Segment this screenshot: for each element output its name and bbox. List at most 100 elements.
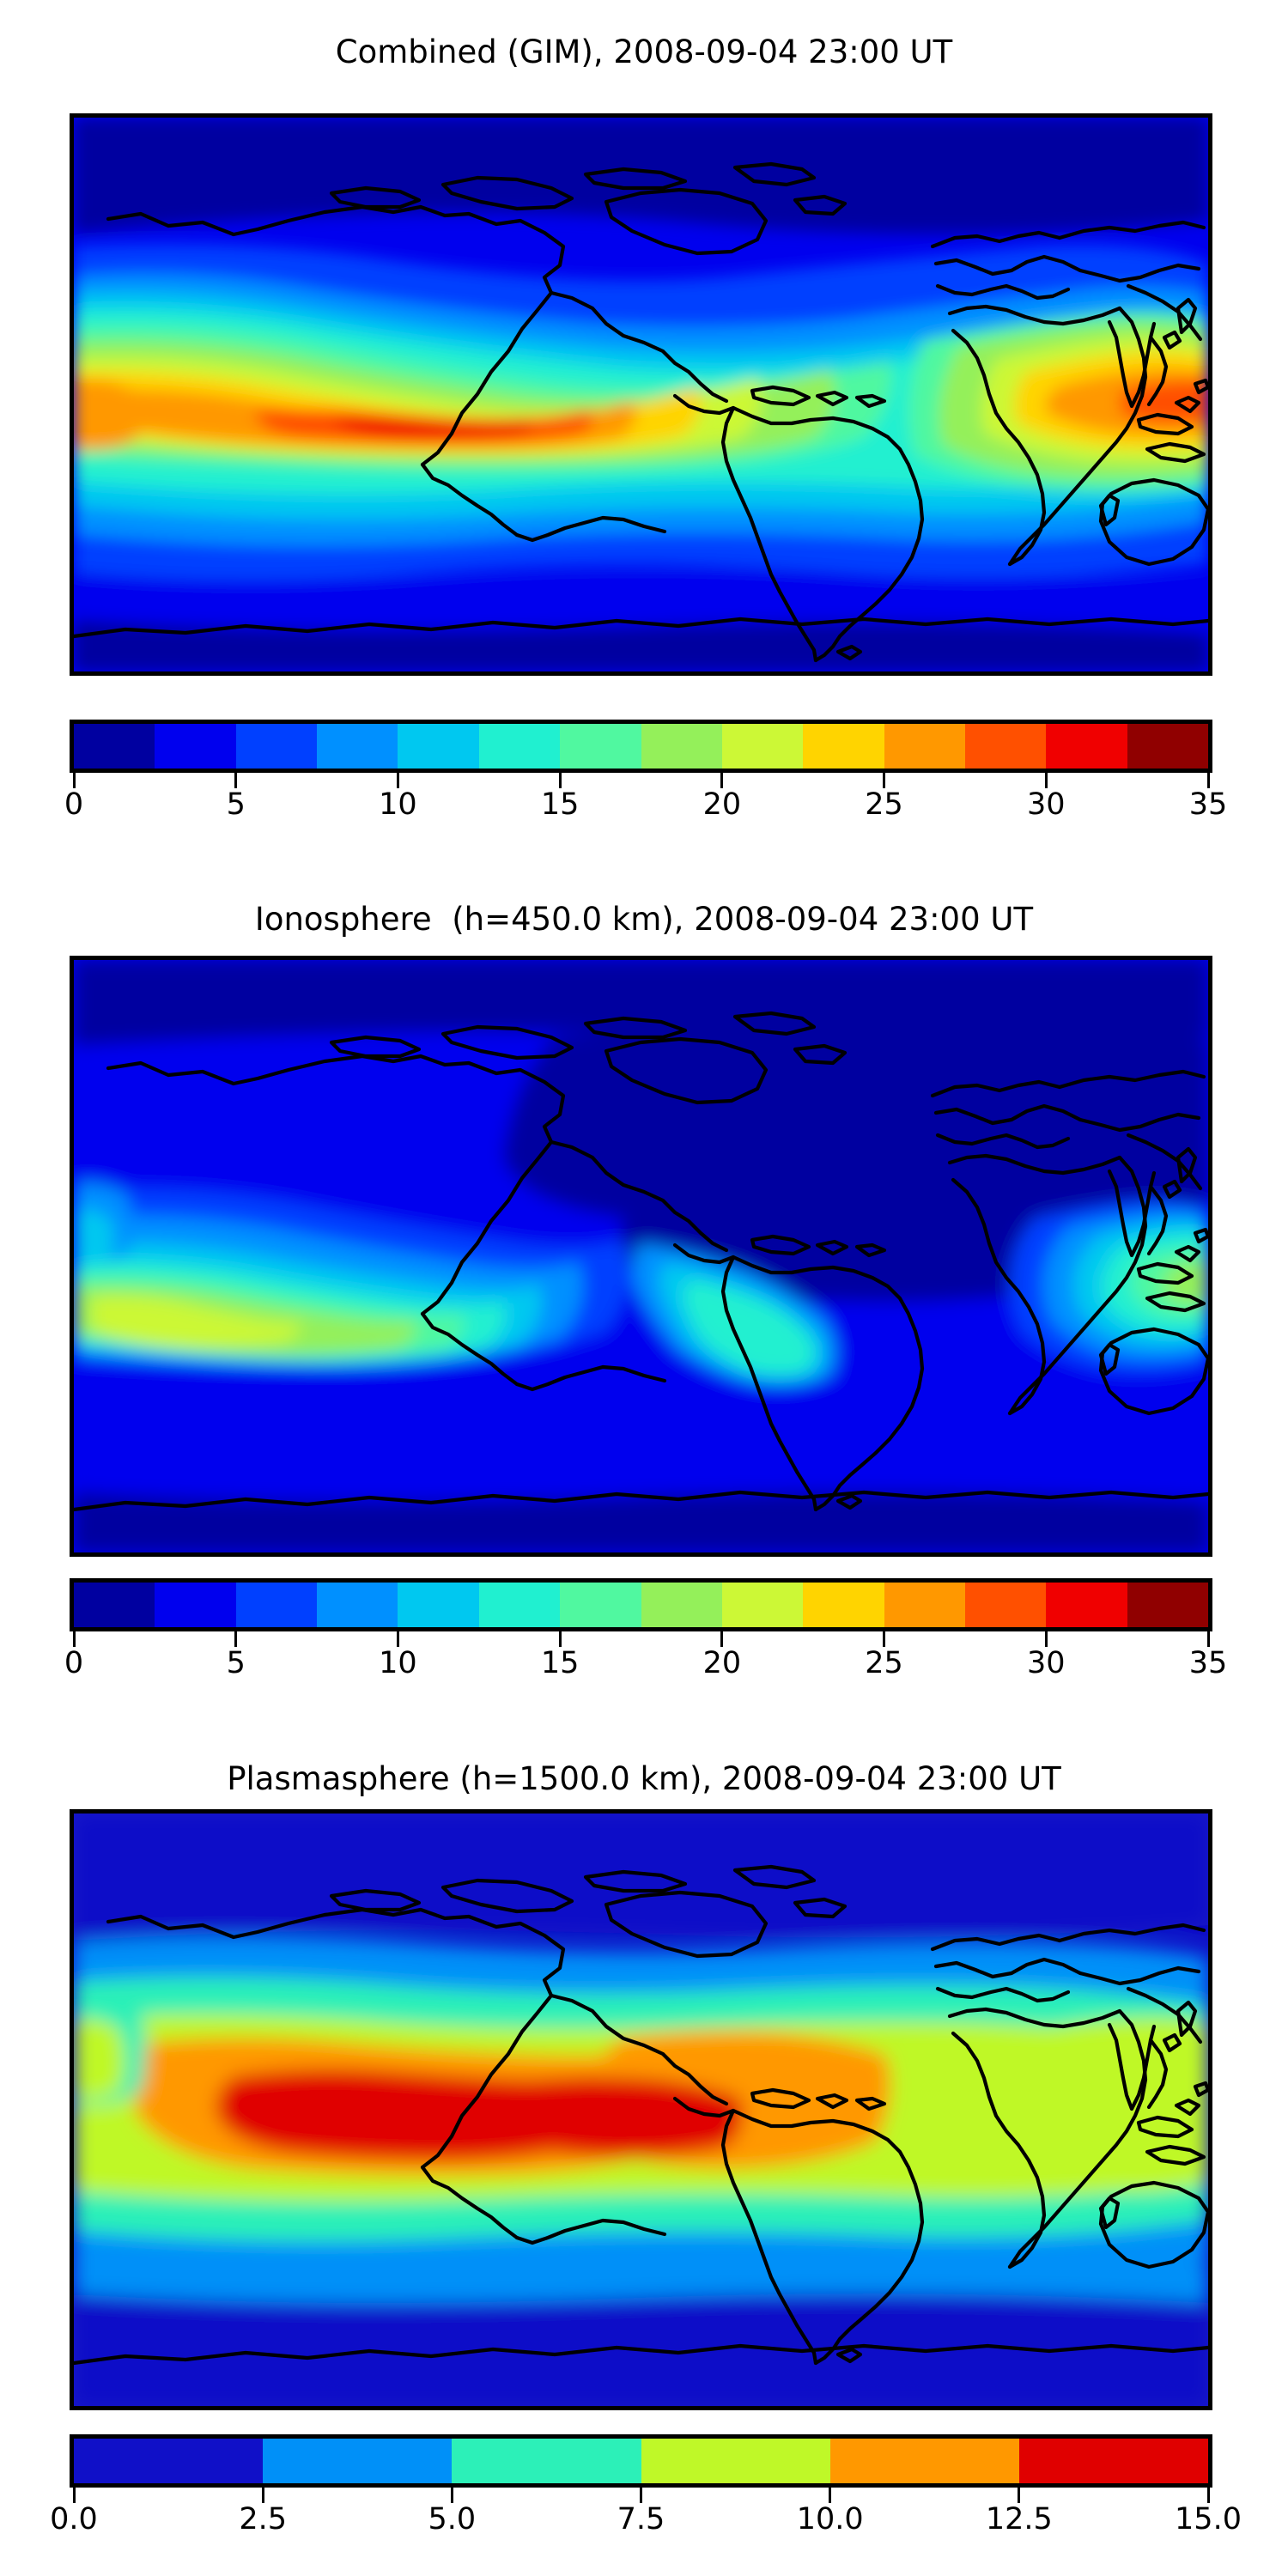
colorbar-tick-label: 10: [379, 787, 417, 822]
colorbar-tick-label: 12.5: [985, 2502, 1053, 2537]
colorbar-segment: [317, 1583, 398, 1627]
colorbar-segment: [398, 724, 479, 769]
colorbar-segment: [317, 724, 398, 769]
colorbar-tick-label: 0.0: [50, 2502, 98, 2537]
colorbar-segment: [721, 724, 804, 769]
colorbar-tick-label: 5.0: [428, 2502, 477, 2537]
colorbar-segment: [263, 2439, 453, 2483]
colorbar-tick: [72, 773, 76, 788]
colorbar-ionosphere-bar: [70, 1578, 1212, 1631]
colorbar-segment: [1018, 2439, 1209, 2483]
colorbar-segment: [803, 1583, 884, 1627]
panel-title-plasmasphere: Plasmasphere (h=1500.0 km), 2008-09-04 2…: [227, 1760, 1061, 1797]
colorbar-tick-label: 15: [540, 1646, 580, 1680]
colorbar-segment: [452, 2439, 641, 2483]
colorbar-tick-label: 35: [1188, 787, 1228, 822]
colorbar-tick: [558, 773, 562, 788]
colorbar-tick: [1044, 773, 1048, 788]
colorbar-tick: [396, 1631, 399, 1647]
colorbar-tick-label: 35: [1188, 1646, 1228, 1680]
colorbar-tick: [640, 2488, 642, 2503]
colorbar-tick: [720, 773, 724, 788]
colorbar-tick-label: 7.5: [617, 2502, 665, 2537]
colorbar-tick-label: 0: [64, 1646, 84, 1680]
colorbar-combined-ticks: [70, 773, 1212, 788]
colorbar-tick-label: 15.0: [1175, 2502, 1242, 2537]
colorbar-tick: [1018, 2488, 1021, 2503]
colorbar-tick-label: 2.5: [239, 2502, 287, 2537]
colorbar-tick: [261, 2488, 264, 2503]
panel-combined-gim: Combined (GIM), 2008-09-04 23:00 UT: [0, 0, 1288, 859]
colorbar-tick: [1206, 2488, 1210, 2503]
colorbar-tick-label: 0: [64, 787, 84, 822]
colorbar-tick-label: 30: [1027, 787, 1066, 822]
colorbar-segment: [641, 2439, 830, 2483]
colorbar-segment: [235, 1583, 318, 1627]
colorbar-tick-label: 5: [226, 1646, 246, 1680]
colorbar-segment: [884, 724, 965, 769]
colorbar-combined: 0 5 10 15 20 25 30 35: [64, 720, 1227, 828]
colorbar-segment: [155, 724, 236, 769]
colorbar-segment: [641, 1583, 722, 1627]
colorbar-segment: [721, 1583, 804, 1627]
colorbar-segment: [641, 724, 722, 769]
colorbar-segment: [235, 724, 318, 769]
colorbar-tick: [829, 2488, 832, 2503]
colorbar-segment: [74, 2439, 264, 2483]
colorbar-plasmasphere: 0.0 2.5 5.0 7.5 10.0 12.5 15.0: [50, 2434, 1242, 2543]
colorbar-segment: [74, 724, 155, 769]
colorbar-segment: [478, 1583, 561, 1627]
colorbar-tick-label: 25: [865, 1646, 903, 1680]
colorbar-tick: [234, 1631, 238, 1647]
colorbar-segment: [1127, 1583, 1209, 1627]
map-svg-ionosphere: [74, 960, 1208, 1552]
colorbar-tick-label: 30: [1027, 1646, 1066, 1680]
colorbar-segment: [74, 1583, 155, 1627]
colorbar-tick: [883, 1631, 886, 1647]
panel-title-ionosphere: Ionosphere (h=450.0 km), 2008-09-04 23:0…: [254, 901, 1034, 938]
colorbar-segment: [964, 1583, 1047, 1627]
colorbar-tick: [234, 773, 238, 788]
colorbar-tick-label: 15: [540, 787, 580, 822]
colorbar-segment: [478, 724, 561, 769]
map-svg-plasmasphere: [74, 1814, 1208, 2406]
colorbar-segment: [884, 1583, 965, 1627]
panel-title-combined: Combined (GIM), 2008-09-04 23:00 UT: [335, 33, 953, 70]
map-plasmasphere: [70, 1809, 1212, 2410]
colorbar-plasmasphere-bar: [70, 2434, 1212, 2488]
colorbar-tick: [558, 1631, 562, 1647]
colorbar-segment: [803, 724, 884, 769]
colorbar-segment: [829, 2439, 1019, 2483]
colorbar-segment: [398, 1583, 479, 1627]
colorbar-tick: [450, 2488, 453, 2503]
panel-plasmasphere: Plasmasphere (h=1500.0 km), 2008-09-04 2…: [0, 1747, 1288, 2576]
colorbar-tick-label: 20: [702, 1646, 742, 1680]
panel-ionosphere: Ionosphere (h=450.0 km), 2008-09-04 23:0…: [0, 859, 1288, 1747]
colorbar-ionosphere-labels: 0 5 10 15 20 25 30 35: [64, 1646, 1227, 1686]
colorbar-tick: [1044, 1631, 1048, 1647]
colorbar-tick-label: 25: [865, 787, 903, 822]
colorbar-tick: [720, 1631, 724, 1647]
colorbar-tick-label: 5: [226, 787, 246, 822]
colorbar-tick-label: 10: [379, 1646, 417, 1680]
colorbar-segment: [1046, 724, 1127, 769]
map-combined-gim: [70, 113, 1212, 676]
colorbar-segment: [1127, 724, 1209, 769]
colorbar-plasmasphere-ticks: [70, 2488, 1212, 2503]
colorbar-segment: [155, 1583, 236, 1627]
colorbar-tick: [72, 2488, 76, 2503]
colorbar-tick: [72, 1631, 76, 1647]
colorbar-tick: [1206, 1631, 1210, 1647]
colorbar-tick: [883, 773, 886, 788]
colorbar-segment: [964, 724, 1047, 769]
colorbar-ionosphere: 0 5 10 15 20 25 30 35: [64, 1578, 1227, 1686]
colorbar-ionosphere-ticks: [70, 1631, 1212, 1647]
map-svg-combined: [74, 118, 1208, 671]
colorbar-segment: [560, 724, 641, 769]
colorbar-tick-label: 20: [702, 787, 742, 822]
colorbar-tick: [1206, 773, 1210, 788]
colorbar-combined-labels: 0 5 10 15 20 25 30 35: [64, 787, 1227, 828]
colorbar-combined-bar: [70, 720, 1212, 773]
colorbar-tick: [396, 773, 399, 788]
